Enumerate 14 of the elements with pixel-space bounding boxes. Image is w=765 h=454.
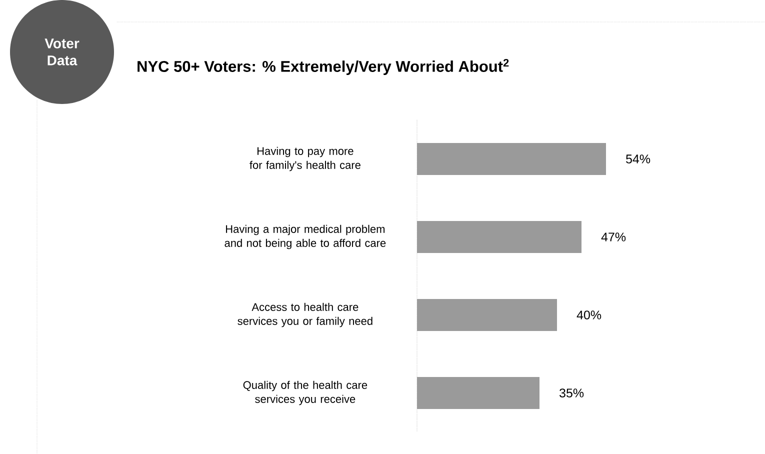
y-tick-label: Having to pay more for family's health care: [250, 146, 360, 172]
data-label: 35%: [560, 388, 584, 398]
bar: [417, 376, 540, 409]
data-label: 47%: [601, 232, 626, 242]
y-tick-label: Having a major medical problem and not being able to afford care: [224, 224, 386, 250]
bar: [417, 298, 557, 331]
data-label: 54%: [626, 154, 650, 164]
data-label: 40%: [576, 310, 602, 320]
chart-title: NYC 50+ Voters: % Extremely/Very Worried About$^{2}$: [138, 58, 509, 75]
bar: [417, 220, 582, 253]
text: Voter Data: [44, 38, 80, 66]
y-tick-label: Quality of the health care services you receive: [243, 380, 368, 406]
y-tick-label: Access to health care services you or family need: [238, 302, 372, 328]
bar: [417, 143, 606, 175]
